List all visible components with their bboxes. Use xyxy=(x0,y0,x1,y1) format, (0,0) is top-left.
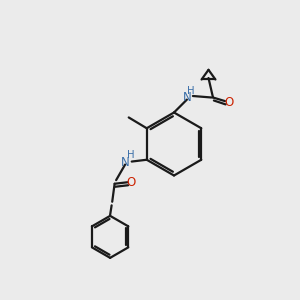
Text: N: N xyxy=(121,156,130,169)
Text: O: O xyxy=(127,176,136,189)
Text: O: O xyxy=(224,95,233,109)
Text: H: H xyxy=(127,150,134,160)
Text: H: H xyxy=(187,86,194,96)
Text: N: N xyxy=(183,91,192,104)
